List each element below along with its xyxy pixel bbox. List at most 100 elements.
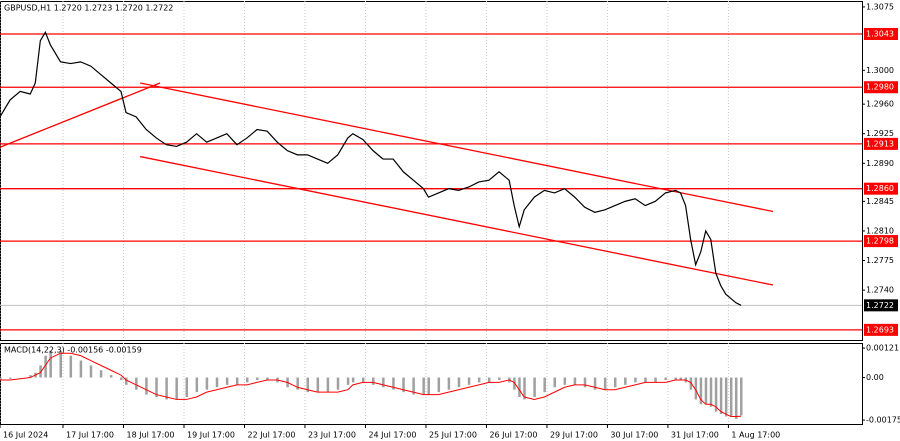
macd-bar — [467, 377, 471, 385]
macd-bar — [59, 350, 62, 378]
macd-bar — [699, 377, 703, 405]
macd-bar — [155, 377, 158, 397]
macd-bar — [0, 377, 2, 380]
y-tick-label: 1.2775 — [866, 256, 894, 265]
macd-bar — [664, 377, 667, 380]
macd-bar — [603, 377, 607, 390]
macd-bar — [135, 377, 138, 390]
macd-bar — [654, 377, 657, 383]
level-box — [864, 27, 898, 40]
macd-bar — [719, 377, 723, 415]
macd-bar — [704, 377, 708, 405]
y-tick-label: 1.2925 — [866, 129, 894, 138]
macd-bar — [29, 375, 32, 378]
level-box — [864, 323, 898, 336]
macd-bar — [724, 377, 728, 417]
panel-frame — [0, 1, 863, 341]
macd-bar — [729, 377, 733, 417]
macd-bar — [175, 377, 178, 400]
macd-bar — [679, 377, 683, 380]
macd-bar — [412, 377, 415, 395]
x-tick-label: 30 Jul 17:00 — [610, 431, 658, 440]
macd-bar — [195, 377, 199, 393]
y-tick-label: 0.00 — [866, 373, 884, 382]
macd-bar — [427, 377, 430, 395]
macd-bar — [734, 377, 738, 419]
macd-title: MACD(14,22,3) -0.00156 -0.00159 — [4, 346, 142, 355]
y-tick-label: 1.2740 — [866, 286, 894, 295]
y-tick-label: 1.3075 — [866, 2, 894, 11]
macd-bar — [613, 377, 617, 388]
x-tick-label: 22 Jul 17:00 — [247, 431, 295, 440]
macd-bar — [593, 377, 597, 390]
macd-bar — [266, 377, 269, 380]
macd-bar — [422, 377, 425, 395]
level-label: 1.2980 — [866, 83, 894, 92]
x-tick-label: 17 Jul 17:00 — [66, 431, 114, 440]
x-tick-label: 1 Aug 17:00 — [731, 431, 780, 440]
level-box — [864, 182, 898, 195]
macd-bar — [326, 377, 330, 393]
macd-bar — [44, 355, 47, 378]
macd-bar — [382, 377, 385, 388]
chart-title: GBPUSD,H1 1.2720 1.2723 1.2720 1.2722 — [4, 4, 173, 13]
macd-bar — [361, 377, 365, 383]
macd-bar — [674, 377, 677, 380]
level-label: 1.2798 — [866, 237, 894, 246]
price-line — [0, 30, 742, 306]
level-box — [864, 235, 898, 248]
macd-bar — [9, 377, 12, 379]
macd-bar — [457, 377, 461, 388]
macd-bar — [89, 365, 93, 378]
macd-bar — [306, 377, 309, 393]
y-tick-label: 0.00121 — [866, 344, 899, 353]
level-label: 1.2693 — [866, 325, 894, 334]
x-tick-label: 16 Jul 2024 — [3, 431, 48, 440]
x-tick-label: 24 Jul 17:00 — [368, 431, 416, 440]
level-label: 1.2913 — [866, 139, 894, 148]
x-tick-label: 25 Jul 17:00 — [429, 431, 477, 440]
signal-line — [0, 352, 742, 417]
macd-bar — [125, 377, 128, 385]
macd-bar — [185, 377, 189, 397]
macd-bar — [235, 377, 239, 385]
macd-bar — [49, 350, 52, 378]
macd-bar — [523, 377, 526, 400]
trendline — [0, 82, 161, 148]
macd-bar — [79, 360, 83, 378]
macd-bar — [624, 377, 627, 385]
level-label: 1.2860 — [866, 184, 894, 193]
macd-bar — [205, 377, 209, 390]
x-tick-label: 26 Jul 17:00 — [489, 431, 537, 440]
macd-bar — [402, 377, 405, 393]
macd-bar — [518, 377, 521, 397]
macd-bar — [498, 377, 501, 380]
y-tick-label: 1.2810 — [866, 226, 894, 235]
y-tick-label: 1.2845 — [866, 197, 894, 206]
macd-bar — [296, 377, 299, 390]
trendline — [140, 155, 774, 286]
macd-bar — [145, 377, 148, 395]
y-tick-label: 1.2890 — [866, 159, 894, 168]
macd-bar — [740, 377, 743, 416]
y-tick-label: 1.2960 — [866, 100, 894, 109]
macd-bar — [225, 377, 229, 385]
current-price-box — [864, 299, 898, 312]
level-box — [864, 81, 898, 94]
x-tick-label: 18 Jul 17:00 — [127, 431, 175, 440]
y-tick-label: 1.3000 — [866, 66, 894, 75]
macd-bar — [69, 355, 73, 378]
macd-bar — [351, 377, 355, 383]
macd-bar — [553, 377, 557, 388]
macd-bar — [709, 377, 713, 407]
macd-bar — [256, 377, 259, 380]
x-tick-label: 29 Jul 17:00 — [550, 431, 598, 440]
macd-bar — [477, 377, 481, 383]
panel-frame — [0, 343, 863, 425]
macd-bar — [634, 377, 637, 383]
x-tick-label: 23 Jul 17:00 — [308, 431, 356, 440]
y-tick-label: -0.00175 — [866, 416, 900, 425]
trendline — [140, 82, 774, 213]
